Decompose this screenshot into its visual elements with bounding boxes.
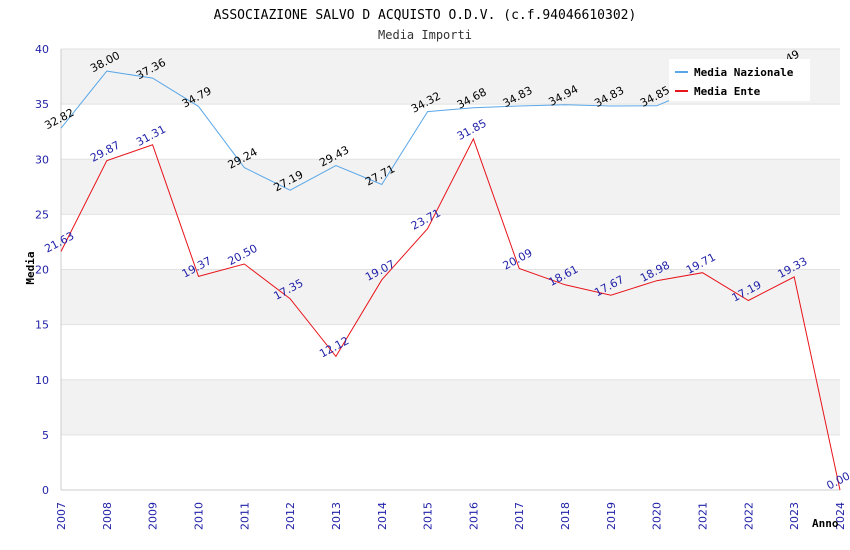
grid-bands (61, 49, 840, 490)
grid-band (61, 214, 840, 270)
x-tick-label: 2013 (330, 502, 343, 530)
y-ticks: 0 5 10 15 20 25 30 35 40 (35, 43, 49, 497)
y-tick-label: 10 (35, 374, 49, 387)
series-line-1 (60, 137, 841, 491)
chart-subtitle: Media Importi (378, 28, 472, 42)
x-tick-label: 2010 (192, 502, 205, 530)
x-tick-label: 2007 (55, 502, 68, 530)
axes (60, 49, 840, 491)
y-axis-label: Media (24, 251, 37, 284)
x-ticks: 2007 2008 2009 2010 2011 2012 2013 2014 2015 2016… (55, 502, 847, 530)
x-tick-label: 2012 (284, 502, 297, 530)
grid-band (61, 434, 840, 490)
x-tick-label: 2009 (147, 502, 160, 530)
x-tick-label: 2024 (834, 502, 847, 530)
grid-band (61, 104, 840, 160)
x-tick-label: 2008 (101, 502, 114, 530)
x-tick-label: 2017 (513, 502, 526, 530)
x-tick-label: 2019 (605, 502, 618, 530)
x-tick-label: 2022 (742, 502, 755, 530)
x-tick-label: 2014 (376, 502, 389, 530)
legend-label-ente: Media Ente (694, 85, 761, 98)
x-tick-label: 2011 (238, 502, 251, 530)
y-tick-label: 0 (42, 484, 49, 497)
x-tick-label: 2021 (697, 502, 710, 530)
chart-title: ASSOCIAZIONE SALVO D ACQUISTO O.D.V. (c.… (214, 8, 637, 23)
x-tick-label: 2020 (651, 502, 664, 530)
y-tick-label: 5 (42, 429, 49, 442)
x-tick-label: 2018 (559, 502, 572, 530)
x-tick-label: 2023 (788, 502, 801, 530)
grid-band (61, 379, 840, 435)
grid-band (61, 159, 840, 215)
legend-label-nazionale: Media Nazionale (694, 66, 794, 79)
y-tick-label: 30 (35, 153, 49, 166)
y-tick-label: 25 (35, 208, 49, 221)
legend-box (669, 59, 810, 101)
x-tick-label: 2016 (467, 502, 480, 530)
y-tick-label: 20 (35, 264, 49, 277)
grid-band (61, 269, 840, 325)
y-tick-label: 15 (35, 319, 49, 332)
legend: Media Nazionale Media Ente (669, 59, 810, 101)
x-tick-label: 2015 (422, 502, 435, 530)
x-axis-label: Anno (812, 517, 839, 530)
y-tick-label: 35 (35, 98, 49, 111)
grid-band (61, 324, 840, 380)
y-tick-label: 40 (35, 43, 49, 56)
